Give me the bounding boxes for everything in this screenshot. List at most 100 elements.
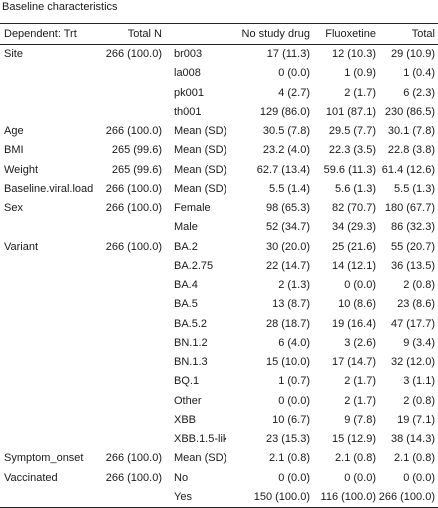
no-study-drug-cell: 23 (15.3)	[265, 433, 310, 445]
no-study-drug-cell: 150 (100.0)	[253, 490, 310, 503]
total-cell: 30.1 (7.8)	[387, 125, 435, 137]
fluoxetine-cell: 2 (1.7)	[344, 394, 376, 407]
total-n-cell: 266 (100.0)	[105, 202, 162, 214]
table-row: BA.4 2 (1.3) 0 (0.0) 2 (0.8)	[0, 276, 438, 295]
fluoxetine-cell: 1 (0.9)	[344, 67, 376, 80]
level-cell: BQ.1	[174, 375, 200, 388]
variable-cell: Sex	[4, 202, 23, 214]
total-cell: 23 (8.6)	[397, 298, 435, 311]
level-cell: BN.1.2	[174, 336, 208, 349]
total-cell: 2.1 (0.8)	[394, 452, 435, 465]
total-cell: 6 (2.3)	[403, 86, 435, 99]
table-row: Variant 266 (100.0) BA.2 30 (20.0) 25 (21.6)…	[0, 238, 438, 257]
total-n-cell	[98, 84, 170, 103]
total-cell: 3 (1.1)	[403, 375, 435, 388]
fluoxetine-cell: 10 (8.6)	[338, 298, 376, 311]
level-cell: Mean (SD)	[174, 125, 226, 137]
header-total: Total	[411, 28, 435, 40]
total-cell: 29 (10.9)	[390, 48, 435, 60]
level-cell: la008	[174, 67, 201, 80]
level-cell: Male	[174, 221, 198, 234]
variable-cell	[0, 276, 98, 295]
no-study-drug-cell: 2 (1.3)	[278, 279, 310, 291]
variable-cell: Variant	[4, 240, 39, 253]
table-row: Age 266 (100.0) Mean (SD) 30.5 (7.8) 29.5 (7…	[0, 122, 438, 141]
total-cell: 32 (12.0)	[390, 356, 435, 368]
fluoxetine-cell: 34 (29.3)	[331, 221, 376, 234]
total-n-cell	[98, 392, 170, 411]
variable-cell	[0, 315, 98, 334]
table-row: BA.5.2 28 (18.7) 19 (16.4) 47 (17.7)	[0, 315, 438, 334]
level-cell: Mean (SD)	[174, 452, 226, 465]
table-row: Other 0 (0.0) 2 (1.7) 2 (0.8)	[0, 392, 438, 411]
fluoxetine-cell: 15 (12.9)	[331, 433, 376, 445]
level-cell: th001	[174, 105, 202, 118]
header-total-n: Total N	[127, 28, 162, 40]
total-n-cell	[98, 411, 170, 430]
level-cell: Mean (SD)	[174, 144, 226, 157]
table-row: XBB.1.5-like 23 (15.3) 15 (12.9) 38 (14.3)	[0, 430, 438, 449]
total-cell: 230 (86.5)	[384, 105, 435, 118]
no-study-drug-cell: 5.5 (1.4)	[269, 182, 310, 195]
level-cell: No	[174, 471, 189, 484]
table-row: pk001 4 (2.7) 2 (1.7) 6 (2.3)	[0, 84, 438, 103]
level-cell: BA.5.2	[174, 317, 208, 330]
total-n-cell	[98, 103, 170, 122]
total-cell: 0 (0.0)	[403, 471, 435, 484]
total-cell: 22.8 (3.8)	[387, 144, 435, 157]
no-study-drug-cell: 6 (4.0)	[278, 336, 310, 349]
variable-cell	[0, 353, 98, 372]
total-n-cell: 266 (100.0)	[105, 125, 162, 137]
total-n-cell	[98, 276, 170, 295]
fluoxetine-cell: 3 (2.6)	[344, 336, 376, 349]
header-no-study-drug: No study drug	[241, 28, 310, 40]
level-cell: BA.2	[174, 240, 198, 253]
table-row: Vaccinated 266 (100.0) No 0 (0.0) 0 (0.0) 0 (…	[0, 469, 438, 488]
fluoxetine-cell: 59.6 (11.3)	[323, 163, 376, 176]
total-cell: 5.5 (1.3)	[394, 182, 435, 195]
variable-cell	[0, 218, 98, 237]
table-row: BQ.1 1 (0.7) 2 (1.7) 3 (1.1)	[0, 372, 438, 391]
level-cell: Other	[174, 394, 202, 407]
no-study-drug-cell: 22 (14.7)	[265, 259, 310, 272]
fluoxetine-cell: 9 (7.8)	[344, 413, 376, 426]
header-level	[170, 24, 226, 45]
fluoxetine-cell: 2 (1.7)	[344, 86, 376, 99]
level-cell: BA.4	[174, 279, 198, 291]
fluoxetine-cell: 2.1 (0.8)	[335, 452, 376, 465]
no-study-drug-cell: 23.2 (4.0)	[262, 144, 310, 157]
level-cell: Mean (SD)	[174, 182, 226, 195]
variable-cell: Symptom_onset	[4, 452, 84, 465]
no-study-drug-cell: 1 (0.7)	[278, 375, 310, 388]
table-row: Male 52 (34.7) 34 (29.3) 86 (32.3)	[0, 218, 438, 237]
table-row: Sex 266 (100.0) Female 98 (65.3) 82 (70.7) 18…	[0, 199, 438, 218]
total-n-cell	[98, 218, 170, 237]
total-cell: 19 (7.1)	[397, 413, 435, 426]
level-cell: XBB.1.5-like	[174, 433, 226, 445]
level-cell: Yes	[174, 490, 192, 503]
variable-cell: Site	[4, 48, 23, 60]
table-row: la008 0 (0.0) 1 (0.9) 1 (0.4)	[0, 64, 438, 83]
fluoxetine-cell: 116 (100.0)	[320, 490, 376, 503]
level-cell: BN.1.3	[174, 356, 208, 368]
fluoxetine-cell: 12 (10.3)	[331, 48, 376, 60]
total-n-cell	[98, 430, 170, 449]
variable-cell	[0, 488, 98, 508]
table-row: Symptom_onset 266 (100.0) Mean (SD) 2.1 (0.…	[0, 449, 438, 468]
variable-cell: BMI	[4, 144, 24, 157]
table-row: XBB 10 (6.7) 9 (7.8) 19 (7.1)	[0, 411, 438, 430]
table-body: Site 266 (100.0) br003 17 (11.3) 12 (10.3) 29…	[0, 45, 438, 508]
header-dependent: Dependent: Trt	[4, 28, 77, 40]
table-title: Baseline characteristics	[2, 1, 118, 13]
no-study-drug-cell: 13 (8.7)	[272, 298, 310, 311]
table-row: th001 129 (86.0) 101 (87.1) 230 (86.5)	[0, 103, 438, 122]
no-study-drug-cell: 2.1 (0.8)	[269, 452, 310, 465]
total-n-cell: 266 (100.0)	[105, 48, 162, 60]
total-n-cell: 265 (99.6)	[111, 144, 162, 157]
variable-cell	[0, 411, 98, 430]
variable-cell	[0, 257, 98, 276]
fluoxetine-cell: 19 (16.4)	[331, 317, 376, 330]
variable-cell: Age	[4, 125, 24, 137]
total-n-cell: 266 (100.0)	[105, 240, 162, 253]
fluoxetine-cell: 0 (0.0)	[344, 471, 376, 484]
